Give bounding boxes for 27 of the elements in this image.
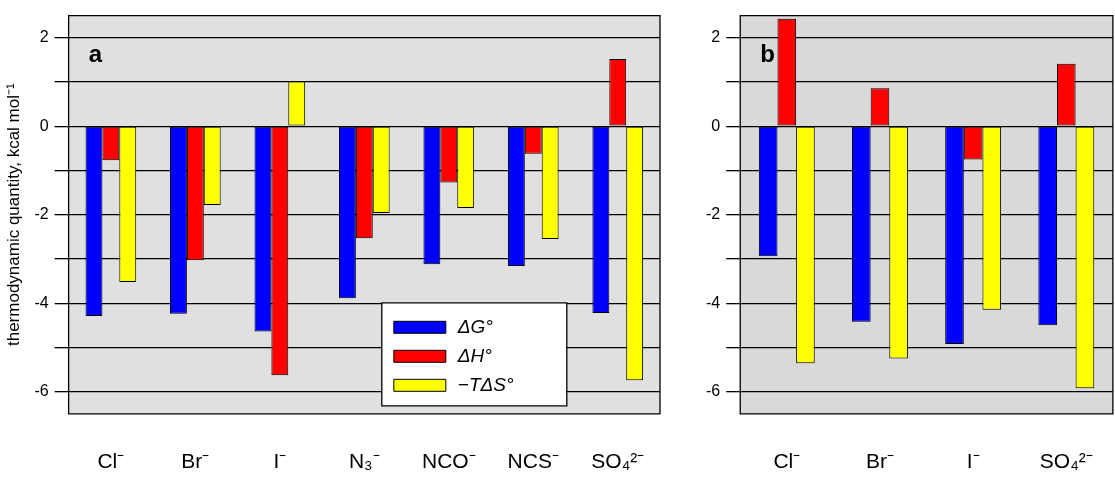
x-tick-label: I⁻: [966, 449, 980, 473]
y-tick-label: -4: [34, 293, 49, 311]
x-tick-label: Cl⁻: [97, 449, 125, 473]
y-tick-label: -6: [34, 382, 49, 400]
x-tick-label: SO₄²⁻: [591, 449, 645, 473]
x-tick-label: Cl⁻: [773, 449, 801, 473]
y-axis-title: thermodynamic quantity, kcal mol⁻¹: [3, 83, 23, 347]
y-tick-label: -2: [705, 205, 721, 223]
x-tick-label: NCS⁻: [507, 449, 559, 473]
legend-label: ΔH°: [456, 344, 493, 366]
annotation: a: [88, 40, 103, 68]
x-tick-label: SO₄²⁻: [1039, 449, 1093, 473]
y-tick-label: 2: [711, 28, 721, 46]
legend-label: −TΔS°: [457, 373, 514, 395]
x-tick-label: Br⁻: [865, 449, 894, 473]
x-tick-label: I⁻: [273, 449, 287, 473]
y-tick-label: 0: [711, 116, 721, 134]
x-tick-label: Br⁻: [181, 449, 210, 473]
x-tick-label: NCO⁻: [421, 449, 476, 473]
y-tick-label: 0: [39, 116, 49, 134]
y-tick-label: -2: [34, 205, 49, 223]
x-tick-label: N₃⁻: [348, 449, 380, 473]
y-tick-label: -6: [705, 382, 721, 400]
legend-label: ΔG°: [456, 315, 494, 337]
annotation: b: [760, 40, 775, 68]
y-tick-label: 2: [39, 28, 49, 46]
y-tick-label: -4: [705, 293, 721, 311]
